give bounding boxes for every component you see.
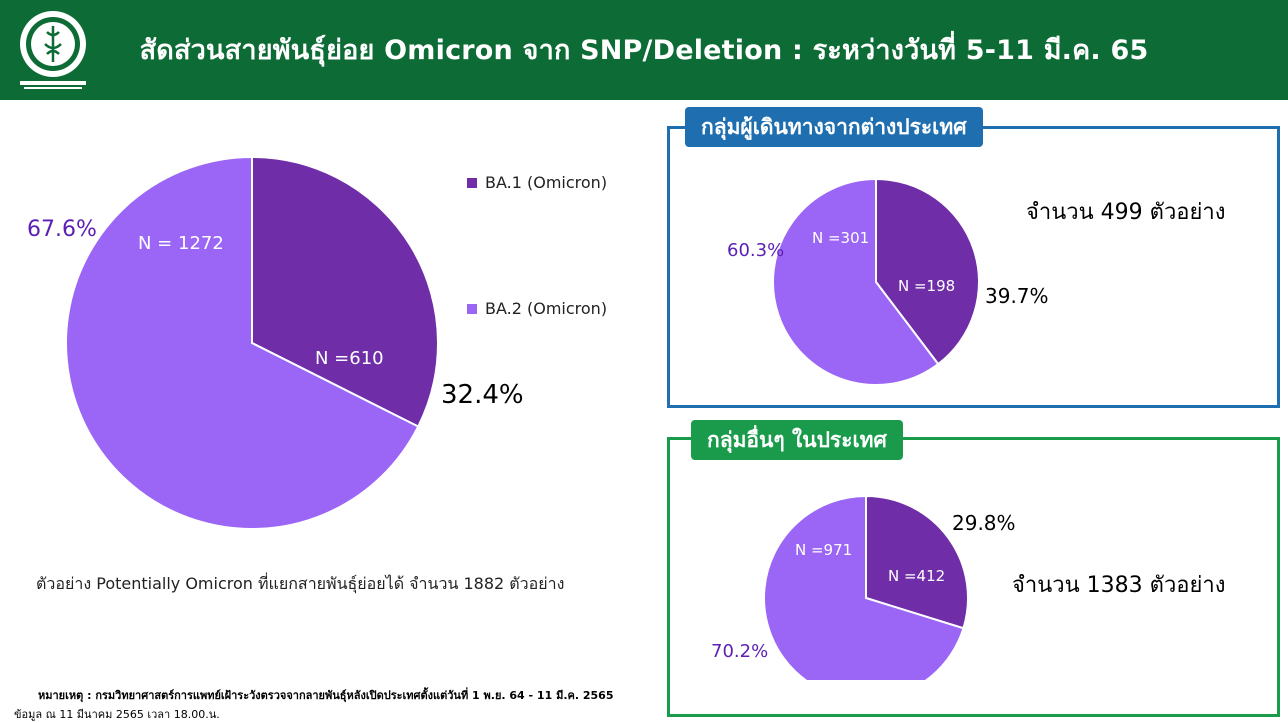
local-pie-chart: [763, 494, 969, 680]
main-pct-ba1: 32.4%: [441, 380, 524, 410]
local-n-ba1: N =412: [888, 567, 946, 585]
legend-swatch-ba2: [467, 303, 477, 314]
travel-panel-title: กลุ่มผู้เดินทางจากต่างประเทศ: [685, 107, 983, 147]
footnote-data-date: ข้อมูล ณ 11 มีนาคม 2565 เวลา 18.00.น.: [14, 708, 220, 721]
legend-label-ba1: BA.1 (Omicron): [485, 173, 608, 192]
legend-swatch-ba1: [467, 177, 477, 188]
main-n-ba1: N =610: [315, 348, 384, 369]
main-caption: ตัวอย่าง Potentially Omicron ที่แยกสายพั…: [36, 574, 565, 593]
department-seal-icon: [20, 11, 86, 89]
travel-slice-ba1: [875, 177, 980, 366]
header-bar: สัดส่วนสายพันธุ์ย่อย Omicron จาก SNP/Del…: [0, 0, 1288, 100]
travel-count: จำนวน 499 ตัวอย่าง: [1026, 200, 1226, 225]
local-pct-ba1: 29.8%: [952, 511, 1016, 535]
main-slice-ba2: [65, 155, 420, 530]
main-pct-ba2: 67.6%: [27, 217, 97, 242]
local-slice-ba1: [865, 494, 969, 630]
travel-pct-ba1: 39.7%: [985, 284, 1049, 308]
local-panel: [667, 437, 1280, 717]
legend-item-ba2: BA.2 (Omicron): [467, 299, 607, 318]
legend-item-ba1: BA.1 (Omicron): [467, 173, 607, 192]
travel-n-ba2: N =301: [812, 229, 870, 247]
legend-label-ba2: BA.2 (Omicron): [485, 299, 608, 318]
local-pct-ba2: 70.2%: [711, 641, 769, 662]
travel-pct-ba2: 60.3%: [727, 240, 785, 261]
local-panel-title: กลุ่มอื่นๆ ในประเทศ: [691, 420, 903, 460]
local-slice-ba2: [763, 494, 965, 680]
travel-slice-ba2: [772, 177, 940, 386]
travel-n-ba1: N =198: [898, 277, 956, 295]
travel-panel: [667, 126, 1280, 408]
main-slice-ba1: [251, 155, 439, 428]
local-count: จำนวน 1383 ตัวอย่าง: [1012, 573, 1226, 598]
travel-pie-chart: [772, 177, 980, 386]
page-title: สัดส่วนสายพันธุ์ย่อย Omicron จาก SNP/Del…: [139, 35, 1149, 66]
main-pie-chart: [65, 155, 439, 530]
local-n-ba2: N =971: [795, 541, 853, 559]
footnote-note: หมายเหตุ : กรมวิทยาศาสตร์การแพทย์เฝ้าระว…: [38, 689, 614, 702]
main-n-ba2: N = 1272: [138, 233, 224, 254]
charts-canvas: [65, 155, 980, 680]
